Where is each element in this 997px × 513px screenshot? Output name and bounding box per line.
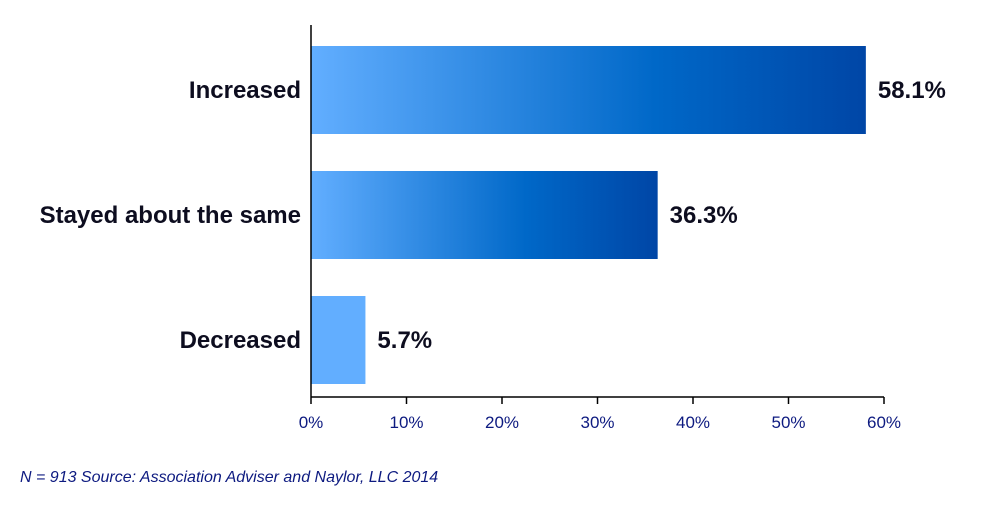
bar-stayed-about-the-same bbox=[311, 171, 658, 259]
labels-group: 58.1% Increased 36.3% Stayed about the same… bbox=[40, 77, 946, 354]
x-tick-label: 40% bbox=[676, 413, 710, 432]
category-label: Decreased bbox=[180, 327, 301, 354]
value-label: 36.3% bbox=[670, 202, 738, 229]
x-tick-label: 30% bbox=[580, 413, 614, 432]
axes-group: 0% 10% 20% 30% 40% 50% 60% bbox=[299, 25, 901, 432]
bars-group bbox=[311, 46, 866, 384]
bar-increased bbox=[311, 46, 866, 134]
value-label: 58.1% bbox=[878, 77, 946, 104]
x-tick-label: 10% bbox=[389, 413, 423, 432]
x-tick-label: 0% bbox=[299, 413, 324, 432]
x-tick-label: 20% bbox=[485, 413, 519, 432]
value-label: 5.7% bbox=[377, 327, 432, 354]
category-label: Stayed about the same bbox=[40, 202, 301, 229]
source-footnote: N = 913 Source: Association Adviser and … bbox=[20, 469, 439, 486]
x-tick-label: 60% bbox=[867, 413, 901, 432]
x-tick-label: 50% bbox=[771, 413, 805, 432]
bar-decreased bbox=[311, 296, 366, 384]
category-label: Increased bbox=[189, 77, 301, 104]
